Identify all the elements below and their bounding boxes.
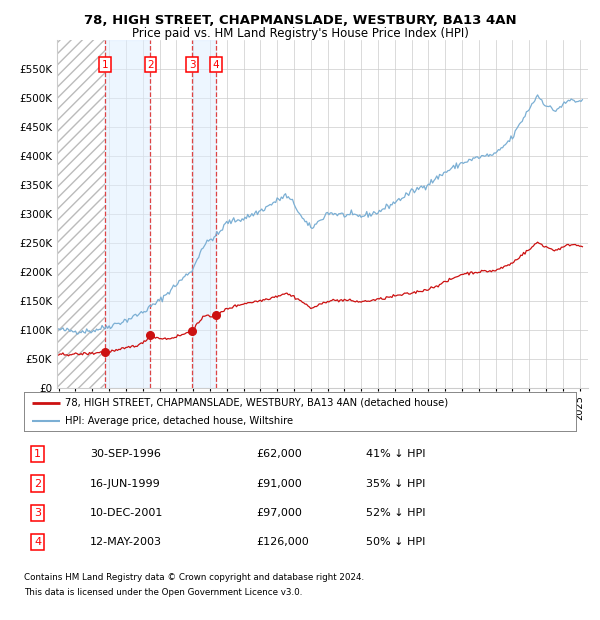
Text: HPI: Average price, detached house, Wiltshire: HPI: Average price, detached house, Wilt…: [65, 416, 293, 427]
Bar: [105, 40, 151, 388]
Text: 35% ↓ HPI: 35% ↓ HPI: [366, 479, 425, 489]
Bar: [192, 40, 216, 388]
Text: Price paid vs. HM Land Registry's House Price Index (HPI): Price paid vs. HM Land Registry's House …: [131, 27, 469, 40]
Text: 1: 1: [101, 60, 108, 69]
Text: 3: 3: [34, 508, 41, 518]
Text: 2: 2: [34, 479, 41, 489]
Text: 3: 3: [189, 60, 196, 69]
Text: 2: 2: [147, 60, 154, 69]
Text: This data is licensed under the Open Government Licence v3.0.: This data is licensed under the Open Gov…: [24, 588, 302, 597]
Text: 78, HIGH STREET, CHAPMANSLADE, WESTBURY, BA13 4AN: 78, HIGH STREET, CHAPMANSLADE, WESTBURY,…: [83, 14, 517, 27]
Text: 30-SEP-1996: 30-SEP-1996: [90, 450, 161, 459]
Text: 52% ↓ HPI: 52% ↓ HPI: [366, 508, 426, 518]
Text: £126,000: £126,000: [256, 537, 308, 547]
Text: 16-JUN-1999: 16-JUN-1999: [90, 479, 161, 489]
Text: Contains HM Land Registry data © Crown copyright and database right 2024.: Contains HM Land Registry data © Crown c…: [24, 574, 364, 583]
Text: 78, HIGH STREET, CHAPMANSLADE, WESTBURY, BA13 4AN (detached house): 78, HIGH STREET, CHAPMANSLADE, WESTBURY,…: [65, 398, 449, 408]
Text: 50% ↓ HPI: 50% ↓ HPI: [366, 537, 425, 547]
Text: £91,000: £91,000: [256, 479, 302, 489]
Text: £97,000: £97,000: [256, 508, 302, 518]
Text: 12-MAY-2003: 12-MAY-2003: [90, 537, 162, 547]
Text: 4: 4: [212, 60, 219, 69]
Text: £62,000: £62,000: [256, 450, 302, 459]
Text: 41% ↓ HPI: 41% ↓ HPI: [366, 450, 426, 459]
Text: 1: 1: [34, 450, 41, 459]
Bar: [57, 40, 105, 388]
Text: 10-DEC-2001: 10-DEC-2001: [90, 508, 164, 518]
Text: 4: 4: [34, 537, 41, 547]
Bar: [57, 40, 105, 388]
